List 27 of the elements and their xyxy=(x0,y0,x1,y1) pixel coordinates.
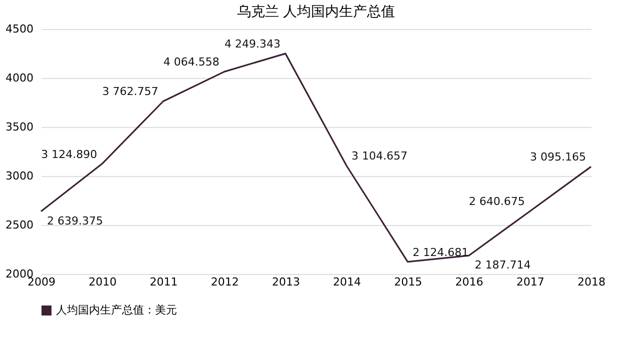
y-tick-label: 4000 xyxy=(6,72,34,84)
data-label: 2 187.714 xyxy=(474,258,531,272)
y-tick-label: 4500 xyxy=(6,22,34,36)
x-tick-label: 2018 xyxy=(578,276,606,288)
x-tick-label: 2017 xyxy=(516,276,544,288)
x-tick-label: 2013 xyxy=(272,276,300,288)
y-tick-label: 2500 xyxy=(6,218,34,232)
data-label: 4 064.558 xyxy=(163,56,220,69)
chart-title: 乌克兰 人均国内生产总值 xyxy=(236,4,396,20)
data-label: 2 124.681 xyxy=(412,246,469,259)
y-tick-label: 3500 xyxy=(6,120,34,134)
y-tick-label: 3000 xyxy=(6,170,34,182)
data-label: 3 762.757 xyxy=(102,85,158,98)
x-tick-label: 2015 xyxy=(394,276,422,288)
data-label: 4 249.343 xyxy=(224,38,280,51)
x-tick-label: 2016 xyxy=(455,276,484,288)
x-tick-label: 2011 xyxy=(150,276,178,288)
data-label: 2 639.375 xyxy=(47,214,103,228)
data-label: 3 124.890 xyxy=(41,148,98,161)
data-label: 3 095.165 xyxy=(530,150,586,164)
legend-label: 人均国内生产总值：美元 xyxy=(56,304,177,316)
data-label: 3 104.657 xyxy=(352,150,408,163)
x-tick-label: 2009 xyxy=(28,276,56,288)
x-tick-label: 2014 xyxy=(333,276,362,288)
data-label: 2 640.675 xyxy=(468,195,525,208)
x-tick-label: 2010 xyxy=(88,276,117,288)
x-tick-label: 2012 xyxy=(210,276,239,288)
